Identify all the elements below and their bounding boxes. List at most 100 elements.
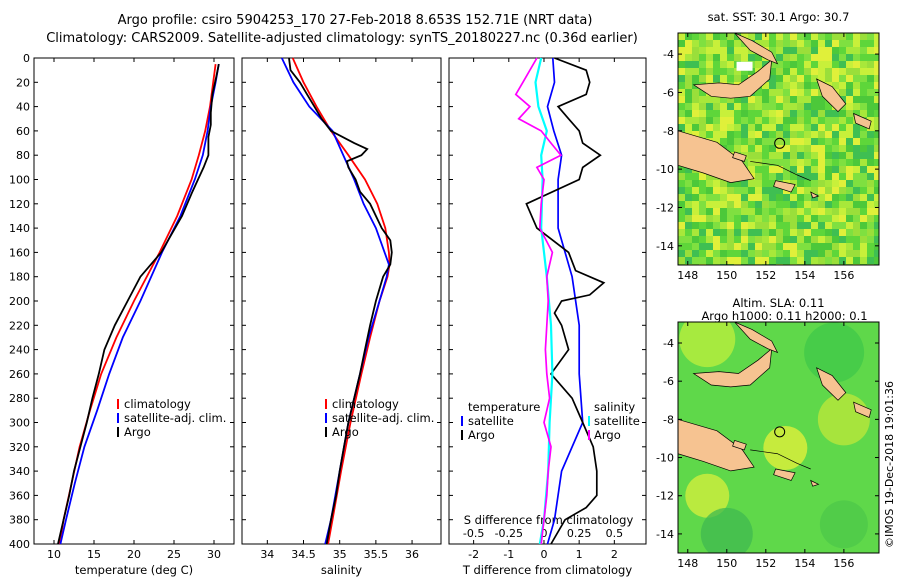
sst-cell <box>846 243 853 250</box>
sst-cell <box>811 159 818 166</box>
sst-cell <box>685 236 692 243</box>
sst-cell <box>720 215 727 222</box>
sst-cell <box>769 236 776 243</box>
sst-cell <box>776 75 783 82</box>
sst-cell <box>818 33 825 40</box>
sst-cell <box>741 215 748 222</box>
sst-cell <box>706 124 713 131</box>
y-tick-label: 120 <box>9 198 30 211</box>
y-tick-label: 140 <box>9 222 30 235</box>
sst-cell <box>839 166 846 173</box>
series-s-satellite <box>534 57 554 545</box>
sst-cell <box>769 40 776 47</box>
sst-cell <box>692 222 699 229</box>
sst-cell <box>853 215 860 222</box>
sst-cell <box>818 47 825 54</box>
sst-cell <box>867 75 874 82</box>
sst-cell <box>734 68 741 75</box>
sst-cell <box>678 68 685 75</box>
sst-cell <box>769 96 776 103</box>
y-tick-label: 280 <box>9 392 30 405</box>
sst-cell <box>804 201 811 208</box>
sst-cell <box>776 236 783 243</box>
sst-cell <box>860 257 867 264</box>
sst-cell <box>839 236 846 243</box>
sst-cell <box>692 124 699 131</box>
sst-cell <box>825 138 832 145</box>
sst-cell <box>748 96 755 103</box>
sst-cell <box>727 250 734 257</box>
sst-cell <box>755 117 762 124</box>
sst-cell <box>769 75 776 82</box>
sst-cell <box>713 117 720 124</box>
sst-cell <box>860 236 867 243</box>
sst-cell <box>818 110 825 117</box>
sst-cell <box>762 187 769 194</box>
sst-cell <box>706 103 713 110</box>
x-tick-label: 25 <box>167 548 181 561</box>
sst-cell <box>797 250 804 257</box>
sst-cell <box>741 117 748 124</box>
sst-cell <box>776 159 783 166</box>
sst-cell <box>783 117 790 124</box>
sst-cell <box>769 187 776 194</box>
sst-cell <box>832 159 839 166</box>
sst-cell <box>706 215 713 222</box>
sst-cell <box>853 159 860 166</box>
sst-cell <box>678 75 685 82</box>
sst-cell <box>839 194 846 201</box>
sst-cell <box>741 243 748 250</box>
profile-location-marker <box>774 426 786 438</box>
map-subtitle: Argo h1000: 0.11 h2000: 0.1 <box>701 309 867 323</box>
sst-cell <box>867 159 874 166</box>
sst-cell <box>839 124 846 131</box>
sst-cell <box>734 103 741 110</box>
sst-cell <box>860 222 867 229</box>
sst-cell <box>699 33 706 40</box>
sst-cell <box>776 47 783 54</box>
sst-cell <box>832 40 839 47</box>
sst-cell <box>797 257 804 264</box>
sst-cell <box>874 117 879 124</box>
sst-cell <box>804 215 811 222</box>
sla-blob <box>804 322 865 383</box>
sst-cell <box>811 243 818 250</box>
sst-cell <box>832 145 839 152</box>
sst-cell <box>720 61 727 68</box>
sst-cell <box>692 250 699 257</box>
sst-cell <box>748 215 755 222</box>
sst-cell <box>860 124 867 131</box>
y-tick-label: 220 <box>9 319 30 332</box>
sst-cell <box>762 201 769 208</box>
sst-cell <box>797 68 804 75</box>
series-t-argo <box>525 57 606 545</box>
sst-cell <box>783 145 790 152</box>
sst-cell <box>776 152 783 159</box>
sst-cell <box>839 222 846 229</box>
sst-cell <box>825 222 832 229</box>
sst-cell <box>853 96 860 103</box>
sst-cell <box>685 229 692 236</box>
sst-cell <box>818 243 825 250</box>
sst-cell <box>685 215 692 222</box>
sst-cell <box>699 236 706 243</box>
sst-cell <box>748 131 755 138</box>
sst-cell <box>867 61 874 68</box>
sst-cell <box>678 208 685 215</box>
sst-cell <box>727 222 734 229</box>
map-title: Altim. SLA: 0.11 <box>732 296 824 310</box>
sst-cell <box>853 250 860 257</box>
sst-cell <box>755 173 762 180</box>
sst-cell <box>832 117 839 124</box>
sst-cell <box>769 159 776 166</box>
sst-cell <box>846 131 853 138</box>
sst-cell <box>734 96 741 103</box>
sst-cell <box>790 117 797 124</box>
sla-blob <box>679 322 736 368</box>
sst-cell <box>692 208 699 215</box>
sst-cell <box>853 180 860 187</box>
map-x-tick-label: 156 <box>833 269 854 282</box>
y-tick-label: 360 <box>9 489 30 502</box>
sst-cell <box>846 110 853 117</box>
sst-cell <box>825 166 832 173</box>
